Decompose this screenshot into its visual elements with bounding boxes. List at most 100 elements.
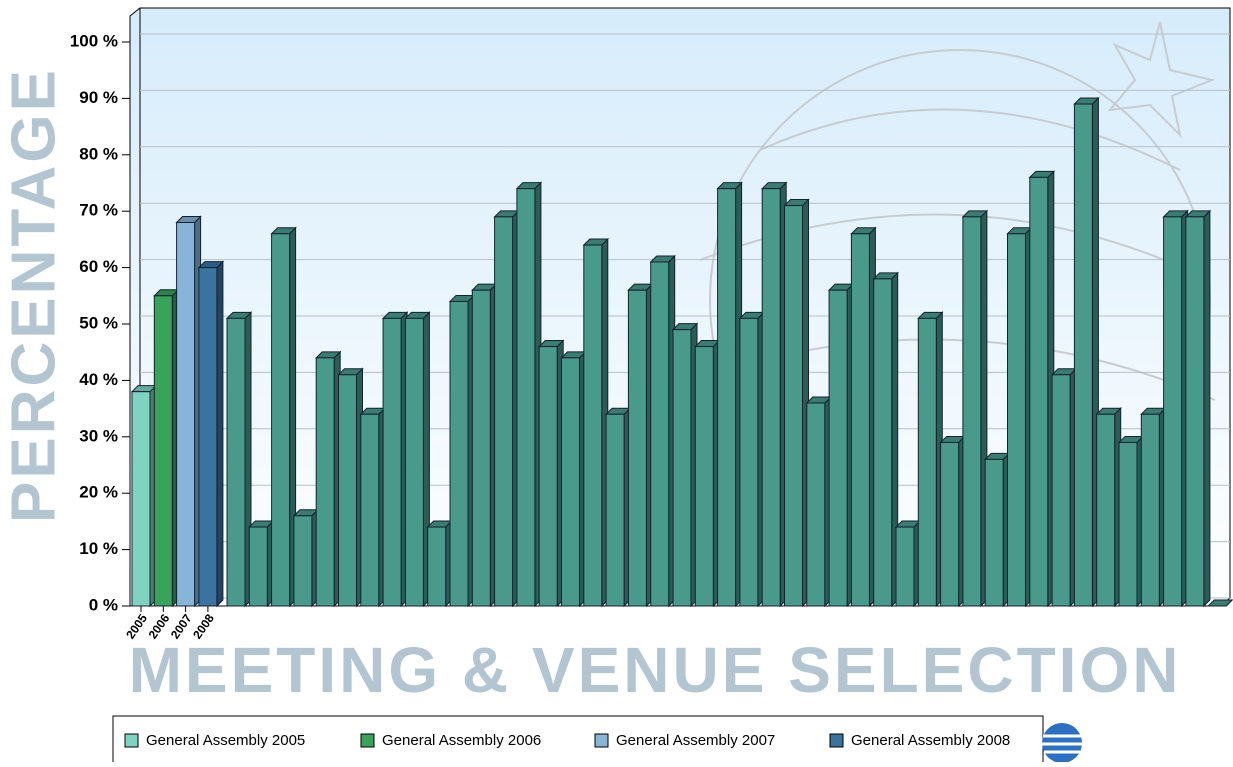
bar [961, 209, 989, 608]
bar-front [382, 317, 402, 607]
bar-front [315, 357, 335, 607]
bar-front [471, 289, 491, 607]
bar [1095, 407, 1122, 608]
bar [872, 271, 899, 608]
bar-front [940, 441, 960, 607]
bar [381, 311, 409, 608]
bar-front [984, 458, 1004, 607]
legend-label: General Assembly 2008 [851, 732, 1010, 749]
bar-front [1163, 216, 1183, 607]
bar-front [1140, 413, 1160, 607]
bar-front [672, 329, 692, 607]
bar [1184, 209, 1212, 608]
bar-front [131, 391, 151, 607]
bar-front [338, 374, 357, 607]
bar [337, 367, 364, 608]
bar [783, 198, 810, 608]
bar [314, 350, 342, 608]
y-tick-label: 60 % [79, 257, 118, 276]
bar [671, 322, 699, 608]
bar-side [1203, 209, 1211, 608]
y-tick-label: 40 % [79, 370, 118, 389]
bar-front [1118, 441, 1138, 607]
bar [292, 508, 320, 608]
bar [1162, 209, 1189, 608]
bar [1028, 170, 1056, 608]
bar [939, 435, 966, 608]
bar [270, 226, 297, 608]
y-tick-label: 30 % [79, 426, 118, 445]
bar [448, 294, 476, 608]
bar-front [717, 188, 737, 607]
legend-swatch [594, 733, 609, 748]
bar-front [176, 221, 196, 607]
bar [805, 395, 833, 608]
bar [248, 519, 275, 608]
bar-front [873, 278, 893, 607]
bar [850, 226, 877, 608]
x-axis-label: MEETING & VENUE SELECTION [129, 634, 1182, 706]
bar [738, 311, 766, 608]
bar-front [494, 216, 514, 607]
bar-front [627, 289, 647, 607]
bar-front [784, 205, 803, 607]
bar [983, 452, 1011, 608]
y-tick-label: 100 % [70, 31, 118, 50]
bar [537, 339, 565, 608]
bar [175, 215, 202, 608]
bar-front [1073, 103, 1093, 607]
bar-front [739, 317, 759, 607]
bar-side [216, 260, 224, 608]
bar-front [427, 526, 447, 607]
bar-front [806, 402, 826, 607]
bar [153, 288, 180, 608]
bar-front [1029, 176, 1049, 607]
bar-front [198, 267, 218, 607]
y-tick-label: 70 % [79, 201, 118, 220]
bar-front [917, 317, 937, 607]
bar [716, 181, 743, 608]
bar-front [962, 216, 982, 607]
y-tick-label: 10 % [79, 539, 118, 558]
bar-front [248, 526, 268, 607]
legend-label: General Assembly 2007 [616, 732, 775, 749]
bar-front [271, 233, 291, 607]
bar [404, 311, 431, 608]
bar-front [1185, 216, 1205, 607]
bar [130, 384, 158, 608]
bar [471, 282, 498, 608]
bar [827, 282, 855, 608]
logo [1042, 723, 1082, 763]
bar-front [694, 346, 714, 607]
bar-front [605, 413, 625, 607]
bar [604, 407, 632, 608]
bar [760, 181, 788, 608]
bar-front [516, 188, 536, 607]
bar-front [404, 317, 424, 607]
bar-front [828, 289, 848, 607]
bar [1140, 407, 1167, 608]
bar [560, 350, 587, 608]
bar [582, 237, 610, 608]
bar-front [538, 346, 558, 607]
legend-label: General Assembly 2006 [382, 732, 541, 749]
y-tick-label: 80 % [79, 144, 118, 163]
bar [426, 519, 453, 608]
bar [1006, 226, 1033, 608]
bar-front [895, 526, 915, 607]
y-tick-label: 20 % [79, 483, 118, 502]
bar-front [850, 233, 870, 607]
bar [225, 311, 253, 608]
bar-front [226, 317, 246, 607]
bar-front [360, 413, 380, 607]
bar-front [650, 261, 670, 607]
bar-front [1051, 374, 1071, 607]
y-axis-label: PERCENTAGE [0, 67, 68, 523]
bar [894, 519, 922, 608]
bar [1050, 367, 1078, 608]
bar-front [761, 188, 781, 607]
bar-front [153, 295, 173, 607]
bar-front [293, 515, 313, 607]
